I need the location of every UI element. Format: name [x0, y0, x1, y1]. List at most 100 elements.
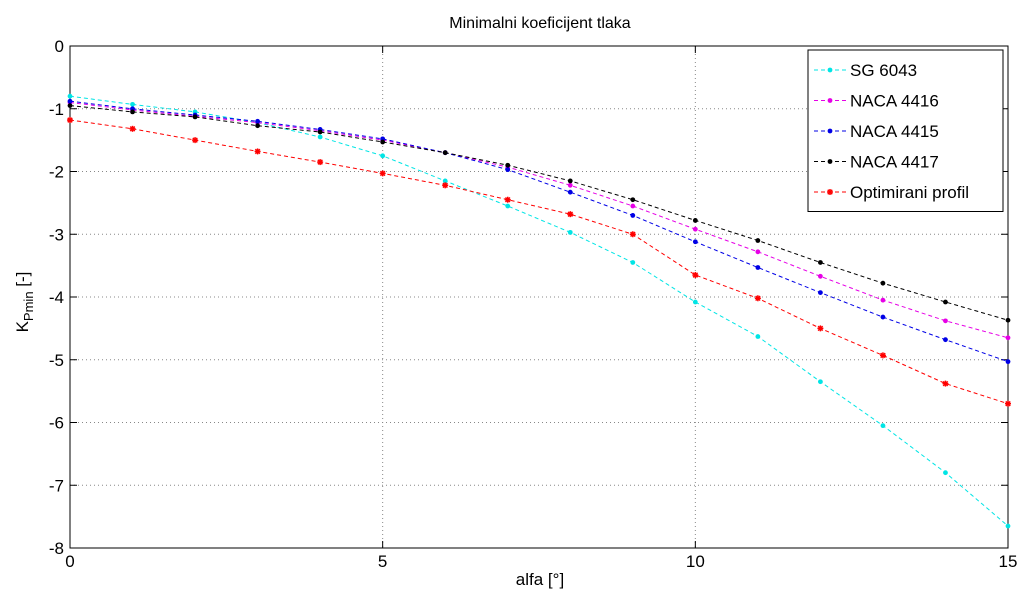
data-point — [629, 231, 636, 238]
series-line — [69, 100, 1009, 363]
x-tick-label: 5 — [378, 552, 387, 571]
series-line — [69, 119, 1009, 405]
y-tick-label: -5 — [49, 351, 64, 370]
data-point — [567, 229, 573, 235]
data-point — [567, 189, 573, 195]
data-point — [255, 123, 260, 129]
data-point — [1005, 359, 1011, 365]
legend-marker — [827, 67, 833, 73]
legend-item: SG 6043 — [814, 61, 917, 80]
data-point — [630, 260, 636, 265]
series-line — [69, 105, 1009, 321]
data-point — [1005, 523, 1011, 529]
data-point — [192, 114, 198, 120]
series-group — [67, 93, 1011, 529]
data-point — [67, 117, 73, 124]
data-point — [817, 325, 824, 332]
y-tick-label: -2 — [49, 163, 64, 182]
legend-label: NACA 4415 — [850, 122, 939, 141]
data-point — [317, 159, 324, 166]
data-point — [818, 290, 823, 296]
y-axis-title-subscript: Pmin — [21, 291, 36, 321]
axis-ticks: 0 5 10 15 0 -1 -2 -3 -4 -5 -6 -7 -8 — [49, 37, 1018, 571]
data-point — [67, 93, 73, 99]
data-point — [630, 213, 636, 218]
legend-item: Optimirani profil — [814, 183, 969, 202]
legend-label: NACA 4417 — [850, 153, 939, 172]
data-point — [630, 197, 636, 203]
data-point — [129, 125, 136, 132]
y-tick-label: -4 — [49, 288, 64, 307]
data-point — [818, 379, 823, 385]
series-0 — [67, 93, 1011, 529]
series-line — [69, 102, 1009, 339]
data-point — [380, 139, 386, 145]
x-tick-label: 15 — [999, 552, 1018, 571]
data-point — [818, 273, 823, 279]
data-point — [692, 226, 698, 232]
data-point — [442, 182, 449, 189]
data-point — [880, 297, 886, 303]
data-point — [1005, 335, 1011, 341]
data-point — [880, 314, 886, 320]
legend-label: Optimirani profil — [850, 183, 969, 202]
legend-label: NACA 4416 — [850, 92, 939, 111]
data-point — [442, 178, 448, 184]
data-point — [255, 118, 260, 124]
x-axis-title: alfa [°] — [516, 570, 564, 589]
data-point — [692, 239, 698, 245]
legend-marker — [827, 159, 833, 164]
legend-box — [807, 49, 1004, 212]
data-point — [942, 380, 949, 387]
legend-item: NACA 4416 — [814, 92, 939, 111]
data-point — [505, 203, 511, 209]
legend-marker — [827, 189, 833, 195]
data-point — [130, 101, 135, 107]
y-tick-label: 0 — [55, 37, 64, 56]
data-point — [67, 103, 73, 109]
y-tick-label: -8 — [49, 539, 64, 558]
data-point — [567, 178, 573, 184]
data-point — [317, 134, 323, 140]
data-point — [880, 280, 886, 286]
data-point — [1005, 400, 1011, 407]
data-point — [442, 150, 448, 156]
legend-item: NACA 4415 — [814, 122, 939, 141]
legend-marker — [827, 128, 833, 134]
data-point — [379, 170, 386, 177]
data-point — [692, 218, 698, 223]
y-tick-label: -7 — [49, 476, 64, 495]
series-4 — [67, 117, 1011, 407]
x-tick-label: 10 — [686, 552, 705, 571]
data-point — [754, 295, 761, 302]
y-tick-label: -6 — [49, 414, 64, 433]
data-point — [818, 260, 823, 265]
legend-label: SG 6043 — [850, 61, 917, 80]
data-point — [755, 238, 761, 243]
data-point — [504, 196, 511, 203]
data-point — [67, 98, 73, 104]
data-point — [505, 162, 511, 168]
y-axis-title-suffix: [-] — [13, 272, 32, 292]
x-tick-label: 0 — [65, 552, 74, 571]
chart-title: Minimalni koeficijent tlaka — [449, 15, 631, 32]
legend-marker — [827, 98, 833, 103]
data-point — [130, 109, 135, 115]
data-point — [192, 137, 199, 144]
data-point — [692, 299, 698, 305]
data-point — [505, 167, 511, 173]
data-point — [943, 337, 948, 343]
data-point — [692, 272, 699, 279]
data-point — [755, 334, 761, 339]
series-line — [69, 95, 1009, 527]
y-tick-label: -3 — [49, 225, 64, 244]
series-3 — [67, 103, 1011, 323]
data-point — [879, 352, 886, 359]
data-point — [1005, 317, 1011, 323]
data-point — [755, 249, 761, 255]
data-point — [943, 299, 948, 305]
y-axis-title-main: K — [13, 320, 32, 332]
data-point — [254, 148, 261, 155]
data-point — [630, 203, 636, 209]
data-point — [943, 470, 948, 476]
